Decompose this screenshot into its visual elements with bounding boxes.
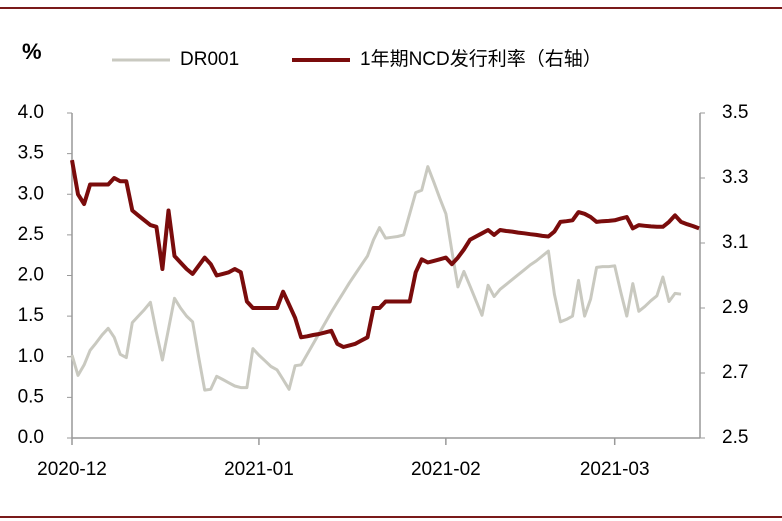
y2-tick-label: 3.1 bbox=[722, 232, 748, 253]
y-tick-label: 2.5 bbox=[18, 224, 44, 245]
y-axis-label: % bbox=[22, 39, 42, 64]
y2-tick-label: 3.3 bbox=[722, 167, 748, 188]
y-tick-label: 0.5 bbox=[18, 386, 44, 407]
y-tick-label: 3.0 bbox=[18, 183, 44, 204]
y-tick-label: 1.5 bbox=[18, 305, 44, 326]
series-line bbox=[70, 159, 700, 349]
y2-tick-label: 2.9 bbox=[722, 297, 748, 318]
y-tick-label: 0.0 bbox=[18, 427, 44, 448]
x-tick-label: 2021-03 bbox=[580, 459, 650, 480]
legend-label: 1年期NCD发行利率（右轴） bbox=[360, 48, 602, 70]
y-tick-label: 4.0 bbox=[18, 102, 44, 123]
series-line bbox=[70, 165, 682, 392]
y-tick-label: 2.0 bbox=[18, 265, 44, 286]
y-tick-label: 3.5 bbox=[18, 143, 44, 164]
x-tick-label: 2021-02 bbox=[411, 459, 481, 480]
y-tick-label: 1.0 bbox=[18, 346, 44, 367]
y2-tick-label: 3.5 bbox=[722, 102, 748, 123]
y2-tick-label: 2.5 bbox=[722, 427, 748, 448]
x-tick-label: 2021-01 bbox=[224, 459, 294, 480]
y2-tick-label: 2.7 bbox=[722, 362, 748, 383]
legend-label: DR001 bbox=[180, 49, 239, 70]
x-tick-label: 2020-12 bbox=[37, 459, 107, 480]
